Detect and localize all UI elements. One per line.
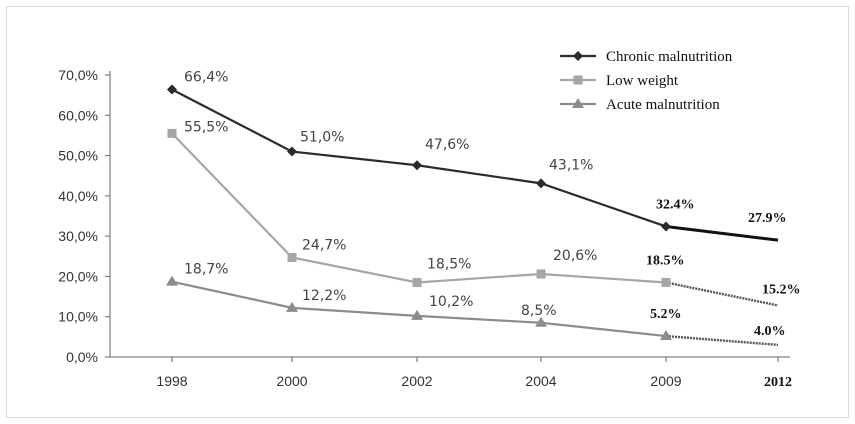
data-label: 4.0%: [754, 324, 786, 339]
data-label: 15.2%: [762, 282, 801, 297]
data-label: 43,1%: [549, 157, 593, 173]
y-tick-label: 40,0%: [58, 188, 98, 204]
y-tick-label: 50,0%: [58, 148, 98, 164]
legend-marker: [573, 75, 583, 85]
y-tick-label: 30,0%: [58, 228, 98, 244]
data-label: 10,2%: [429, 294, 473, 310]
y-tick-label: 10,0%: [58, 309, 98, 325]
series-projection-line: [665, 281, 779, 307]
x-tick-label: 2012: [764, 375, 792, 390]
series-projection-line: [665, 334, 779, 347]
legend-marker: [572, 98, 584, 108]
legend-label: Acute malnutrition: [606, 97, 720, 113]
data-label: 18,5%: [427, 256, 471, 272]
data-label: 66,4%: [184, 70, 228, 86]
x-tick-label: 2000: [276, 373, 307, 389]
data-point: [661, 221, 671, 232]
x-tick-label: 2002: [401, 373, 432, 389]
y-tick-label: 0,0%: [66, 349, 98, 365]
data-point: [167, 128, 177, 138]
y-tick-label: 20,0%: [58, 268, 98, 284]
data-label: 32.4%: [656, 197, 695, 212]
series-line: [171, 280, 667, 338]
data-point: [411, 309, 423, 320]
data-label: 5.2%: [650, 307, 682, 322]
data-point: [661, 277, 671, 287]
data-label: 27.9%: [748, 211, 787, 226]
x-tick-label: 1998: [156, 373, 187, 389]
data-label: 20,6%: [553, 248, 597, 264]
legend-marker: [573, 51, 583, 61]
data-label: 8,5%: [521, 303, 557, 319]
data-point: [166, 275, 178, 286]
data-point: [287, 146, 297, 157]
legend-label: Low weight: [606, 73, 679, 89]
data-point: [412, 160, 422, 171]
data-label: 12,2%: [302, 288, 346, 304]
data-point: [167, 84, 177, 95]
chart-frame: [6, 6, 849, 418]
y-tick-label: 70,0%: [58, 67, 98, 83]
x-tick-label: 2009: [650, 373, 681, 389]
data-point: [536, 269, 546, 279]
data-label: 18,7%: [184, 262, 228, 278]
data-point: [535, 316, 547, 327]
data-label: 24,7%: [302, 237, 346, 253]
data-point: [536, 178, 546, 189]
data-label: 55,5%: [184, 119, 228, 135]
data-label: 18.5%: [646, 253, 685, 268]
data-label: 51,0%: [300, 130, 344, 146]
legend-label: Chronic malnutrition: [606, 49, 733, 65]
y-tick-label: 60,0%: [58, 107, 98, 123]
data-label: 47,6%: [425, 137, 469, 153]
series-projection-line: [665, 224, 779, 242]
x-tick-label: 2004: [525, 373, 556, 389]
data-point: [660, 330, 672, 341]
data-point: [412, 277, 422, 287]
data-point: [286, 301, 298, 312]
data-point: [287, 252, 297, 262]
